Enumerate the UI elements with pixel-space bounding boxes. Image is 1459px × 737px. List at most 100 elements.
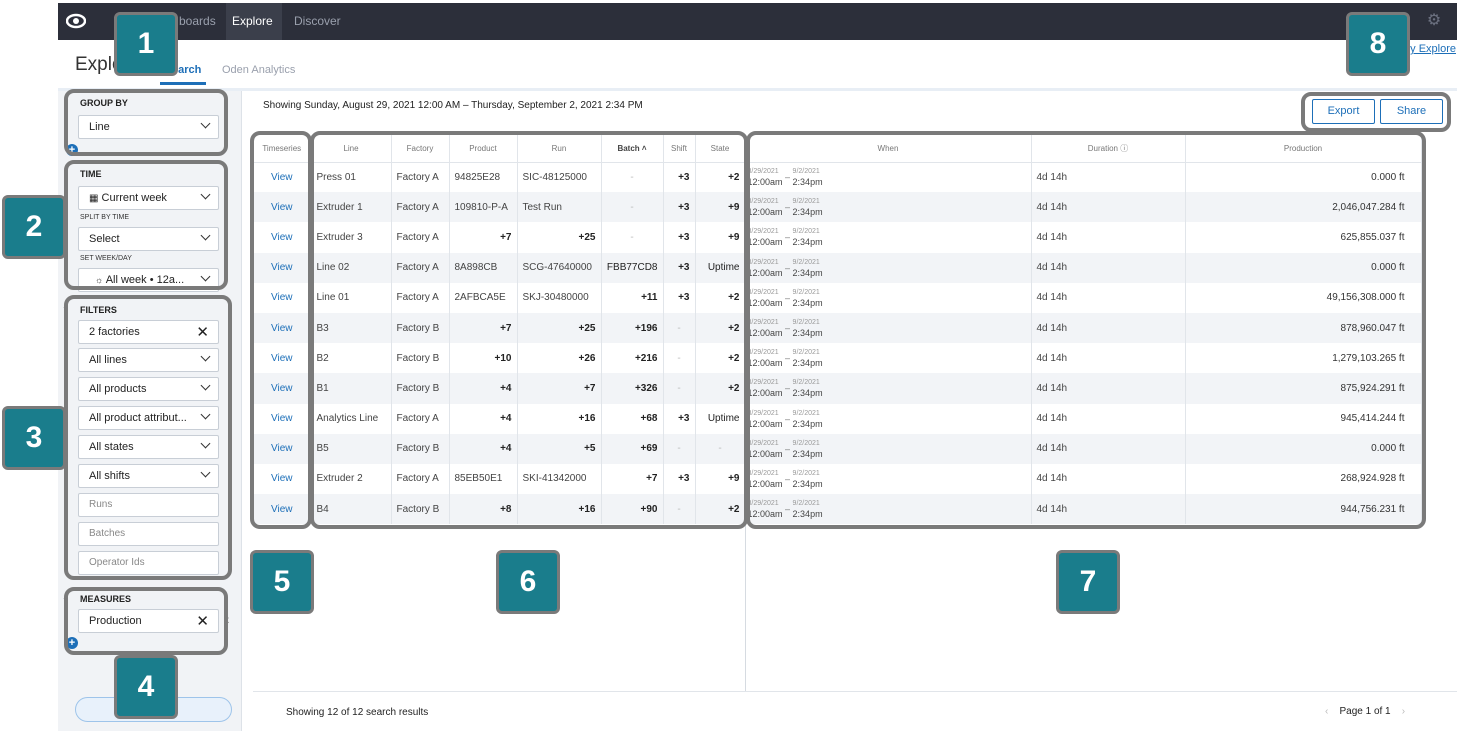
measure-production[interactable]: Production ✕ xyxy=(78,609,219,633)
filters-title: FILTERS xyxy=(80,305,117,315)
operator-ids-input[interactable]: Operator Ids xyxy=(78,551,219,575)
cell-duration: 4d 14h xyxy=(1031,282,1186,313)
page-title: Explo xyxy=(75,54,123,75)
view-timeseries-link[interactable]: View xyxy=(253,282,312,313)
lines-filter[interactable]: All lines xyxy=(78,348,219,372)
nav-explore-highlight xyxy=(226,3,282,40)
factories-filter[interactable]: 2 factories ✕ xyxy=(78,320,219,344)
states-filter[interactable]: All states xyxy=(78,435,219,459)
view-timeseries-link[interactable]: View xyxy=(253,222,312,253)
cell-factory: Factory A xyxy=(391,222,450,253)
when-end-time: 2:34pm xyxy=(792,509,823,520)
cell-when: 8/29/2021 12:00am – 9/2/2021 2:34pm xyxy=(745,252,1032,283)
callout-frame-2 xyxy=(64,160,228,290)
view-timeseries-link[interactable]: View xyxy=(253,312,312,344)
callout-frame-4 xyxy=(64,587,228,655)
prev-page-icon[interactable]: ‹ xyxy=(1325,706,1329,717)
column-header[interactable]: State xyxy=(695,135,746,163)
cell-product: 85EB50E1 xyxy=(449,463,518,495)
when-start-time: 12:00am xyxy=(747,509,783,520)
when-separator: – xyxy=(782,504,793,515)
cell-product: +4 xyxy=(449,433,518,464)
view-timeseries-link[interactable]: View xyxy=(253,373,312,404)
header-divider xyxy=(58,88,1457,91)
column-header[interactable]: Run xyxy=(517,135,602,163)
when-end-time: 2:34pm xyxy=(792,177,823,188)
batches-input[interactable]: Batches xyxy=(78,522,219,546)
when-end-time: 2:34pm xyxy=(792,358,823,369)
cell-factory: Factory A xyxy=(391,463,450,495)
time-range-select[interactable]: ▦ Current week xyxy=(78,186,219,210)
when-separator: – xyxy=(782,383,793,394)
view-timeseries-link[interactable]: View xyxy=(253,343,312,374)
cell-factory: Factory B xyxy=(391,312,450,344)
cell-factory: Factory B xyxy=(391,494,450,525)
export-button[interactable]: Export xyxy=(1312,99,1375,124)
share-button[interactable]: Share xyxy=(1380,99,1443,124)
cell-line: B1 xyxy=(311,373,392,404)
cell-line: Extruder 1 xyxy=(311,192,392,223)
view-timeseries-link[interactable]: View xyxy=(253,403,312,434)
view-timeseries-link[interactable]: View xyxy=(253,494,312,525)
cell-product: +7 xyxy=(449,222,518,253)
table-row: View B4 Factory B +8 +16 +90- +2 8/29/2021 12:00… xyxy=(253,494,1422,525)
when-end-date: 9/2/2021 xyxy=(792,349,820,357)
column-header[interactable]: Product xyxy=(449,135,518,163)
cell-when: 8/29/2021 12:00am – 9/2/2021 2:34pm xyxy=(745,192,1032,223)
cell-batch: +196 xyxy=(601,312,664,344)
close-icon[interactable]: ✕ xyxy=(196,324,209,341)
cell-when: 8/29/2021 12:00am – 9/2/2021 2:34pm xyxy=(745,403,1032,434)
column-header[interactable]: Timeseries xyxy=(253,135,312,163)
runs-input[interactable]: Runs xyxy=(78,493,219,517)
product-attributes-filter-value: All product attribut... xyxy=(89,412,187,424)
products-filter[interactable]: All products xyxy=(78,377,219,401)
split-by-time-select[interactable]: Select xyxy=(78,227,219,251)
cell-shift: - xyxy=(663,373,696,404)
column-header[interactable]: Production xyxy=(1185,135,1422,163)
cell-state: Uptime xyxy=(695,252,746,283)
cell-product: +10 xyxy=(449,343,518,374)
nav-dashboards[interactable]: boards xyxy=(179,14,216,28)
cell-product: 8A898CB xyxy=(449,252,518,283)
when-end-time: 2:34pm xyxy=(792,237,823,248)
column-header[interactable]: When xyxy=(745,135,1032,163)
nav-explore[interactable]: Explore xyxy=(232,14,273,28)
group-by-select[interactable]: Line xyxy=(78,115,219,139)
cell-batch: +68 xyxy=(601,403,664,434)
column-header[interactable]: Line xyxy=(311,135,392,163)
column-header-sorted[interactable]: Batch ˄ xyxy=(601,135,664,163)
shifts-filter[interactable]: All shifts xyxy=(78,464,219,488)
callout-frame-3 xyxy=(64,295,232,580)
column-header[interactable]: Duration ⓘ xyxy=(1031,135,1186,163)
next-page-icon[interactable]: › xyxy=(1401,706,1406,717)
column-header[interactable]: Shift xyxy=(663,135,696,163)
date-range-summary: Showing Sunday, August 29, 2021 12:00 AM… xyxy=(263,100,643,111)
cell-shift: - xyxy=(663,343,696,374)
when-end: 9/2/2021 2:34pm xyxy=(793,499,823,519)
table-row: View B5 Factory B +4 +5 +69- -8/29/2021 12:00am… xyxy=(253,433,1422,464)
when-start-time: 12:00am xyxy=(747,237,783,248)
product-attributes-filter[interactable]: All product attribut... xyxy=(78,406,219,430)
cell-run: +5 xyxy=(517,433,602,464)
cell-run: +16 xyxy=(517,494,602,525)
view-timeseries-link[interactable]: View xyxy=(253,433,312,464)
logo-icon[interactable] xyxy=(65,11,87,31)
view-timeseries-link[interactable]: View xyxy=(253,162,312,193)
cell-factory: Factory B xyxy=(391,343,450,374)
cell-run: +25 xyxy=(517,222,602,253)
column-header[interactable]: Factory xyxy=(391,135,450,163)
cell-duration: 4d 14h xyxy=(1031,373,1186,404)
sidebar-divider xyxy=(241,91,242,731)
gear-icon[interactable]: ⚙ xyxy=(1426,12,1442,29)
nav-discover[interactable]: Discover xyxy=(294,14,341,28)
cell-shift: +3 xyxy=(663,192,696,223)
callout-badge-3: 3 xyxy=(2,406,66,470)
view-timeseries-link[interactable]: View xyxy=(253,192,312,223)
cell-production: 945,414.244 ft xyxy=(1185,403,1422,434)
help-link[interactable]: y Explore xyxy=(1410,43,1456,55)
tab-oden-analytics[interactable]: Oden Analytics xyxy=(222,64,296,76)
cell-production: 0.000 ft xyxy=(1185,252,1422,283)
close-icon[interactable]: ✕ xyxy=(196,613,209,630)
view-timeseries-link[interactable]: View xyxy=(253,252,312,283)
tab-search[interactable]: earch xyxy=(172,64,202,76)
